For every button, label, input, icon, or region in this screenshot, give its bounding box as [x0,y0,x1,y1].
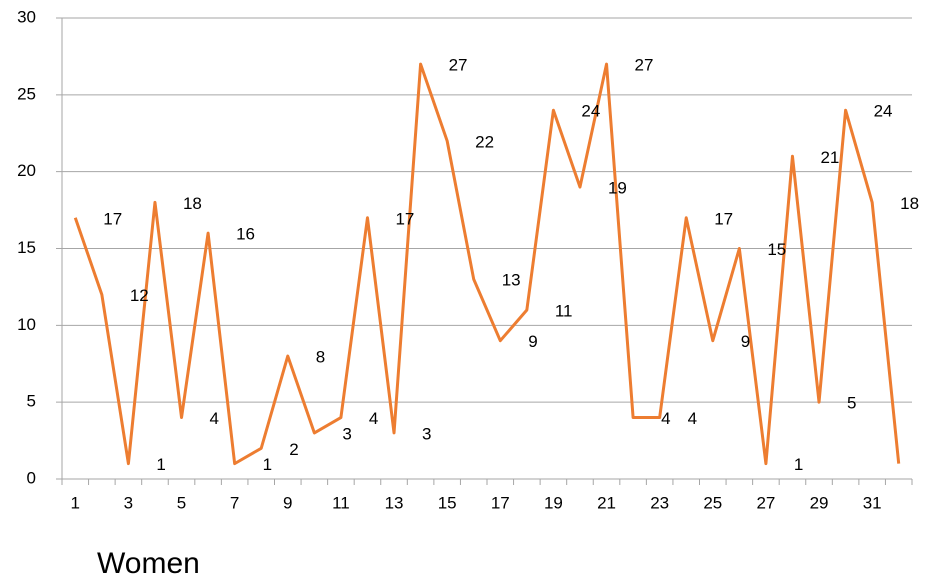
y-tick-label: 0 [27,468,36,487]
data-label: 13 [502,271,521,290]
data-label: 24 [874,102,893,121]
data-label: 12 [130,286,149,305]
x-tick-label: 1 [71,493,80,512]
data-label: 11 [555,301,573,320]
data-label: 27 [449,56,468,75]
y-tick-label: 10 [17,315,36,334]
y-tick-label: 20 [17,161,36,180]
data-label: 24 [581,102,600,121]
x-tick-label: 21 [597,493,616,512]
y-tick-label: 30 [17,7,36,26]
x-tick-label: 31 [863,493,882,512]
x-tick-label: 25 [703,493,722,512]
data-label: 27 [635,56,654,75]
data-label: 1 [927,455,928,474]
data-label: 17 [103,209,122,228]
data-label: 4 [369,409,378,428]
data-label: 2 [289,440,298,459]
data-label: 9 [741,332,750,351]
x-tick-label: 7 [230,493,239,512]
data-label: 21 [820,148,839,167]
x-tick-label: 15 [438,493,457,512]
data-label: 16 [236,225,255,244]
x-tick-label: 13 [385,493,404,512]
data-label: 8 [316,348,325,367]
data-label: 4 [661,409,670,428]
x-tick-label: 5 [177,493,186,512]
data-label: 17 [714,209,733,228]
data-label: 1 [263,455,272,474]
x-tick-label: 19 [544,493,563,512]
x-tick-label: 17 [491,493,510,512]
x-tick-label: 27 [756,493,775,512]
chart-title: Women [97,547,200,580]
data-label: 18 [183,194,202,213]
data-label: 5 [847,394,856,413]
y-tick-label: 5 [27,392,36,411]
data-label: 1 [794,455,803,474]
data-label: 18 [900,194,919,213]
x-tick-label: 3 [124,493,133,512]
line-series [73,62,901,466]
x-tick-label: 11 [332,493,350,512]
x-tick-label: 29 [810,493,829,512]
data-label: 3 [422,424,431,443]
data-label: 22 [475,132,494,151]
x-tick-label: 9 [283,493,292,512]
data-label: 17 [395,209,414,228]
data-label: 15 [767,240,786,259]
x-tick-label: 23 [650,493,669,512]
data-label: 3 [342,424,351,443]
data-label: 1 [156,455,165,474]
y-tick-label: 15 [17,238,36,257]
data-label: 4 [688,409,697,428]
data-label: 4 [210,409,219,428]
y-tick-label: 25 [17,84,36,103]
data-label: 9 [528,332,537,351]
data-label: 19 [608,179,627,198]
